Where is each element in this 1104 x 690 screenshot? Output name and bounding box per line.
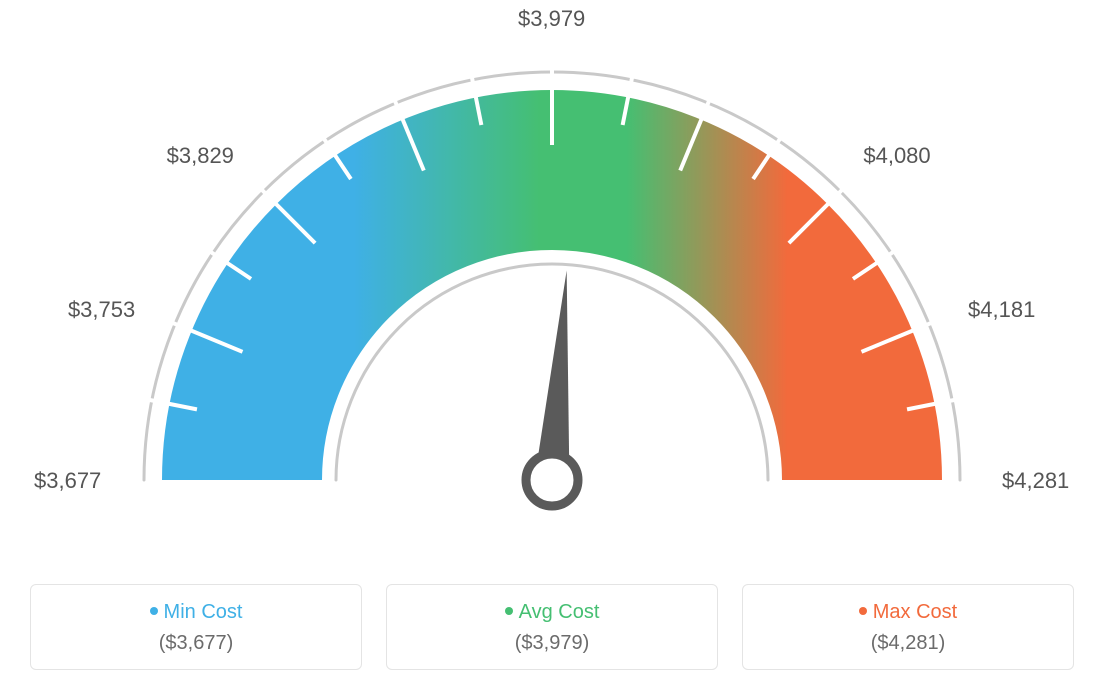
gauge-area: $3,677 $3,753 $3,829 $3,979 $4,080 $4,181 $4,2… [0, 0, 1104, 560]
legend-max-dot [859, 607, 867, 615]
gauge-tick-label: $3,753 [68, 297, 135, 323]
legend-min-title: Min Cost [41, 601, 351, 624]
legend-avg-title: Avg Cost [397, 601, 707, 624]
legend-avg-label: Avg Cost [519, 601, 600, 623]
legend-min-box: Min Cost ($3,677) [30, 584, 362, 670]
legend-max-box: Max Cost ($4,281) [742, 584, 1074, 670]
legend-min-dot [150, 607, 158, 615]
legend-avg-dot [505, 607, 513, 615]
cost-gauge-container: $3,677 $3,753 $3,829 $3,979 $4,080 $4,181 $4,2… [0, 0, 1104, 690]
legend-max-title: Max Cost [753, 601, 1063, 624]
legend-min-label: Min Cost [164, 601, 243, 623]
gauge-tick-label: $3,829 [167, 143, 234, 169]
gauge-svg [0, 0, 1104, 560]
gauge-tick-label: $3,677 [34, 468, 101, 494]
legend-avg-value: ($3,979) [397, 632, 707, 655]
gauge-tick-label: $3,979 [518, 6, 585, 32]
gauge-tick-label: $4,281 [1002, 468, 1069, 494]
legend-row: Min Cost ($3,677) Avg Cost ($3,979) Max … [30, 584, 1074, 670]
legend-min-value: ($3,677) [41, 632, 351, 655]
legend-avg-box: Avg Cost ($3,979) [386, 584, 718, 670]
legend-max-label: Max Cost [873, 601, 957, 623]
legend-max-value: ($4,281) [753, 632, 1063, 655]
gauge-tick-label: $4,080 [863, 143, 930, 169]
gauge-tick-label: $4,181 [968, 297, 1035, 323]
